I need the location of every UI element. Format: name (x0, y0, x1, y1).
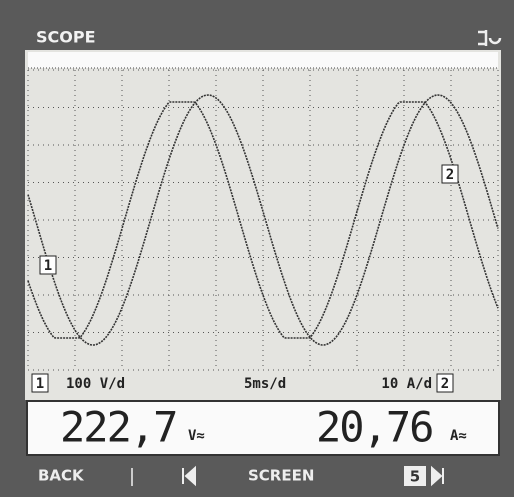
menu-back[interactable]: BACK (38, 467, 85, 485)
marker-2: 2 (446, 167, 454, 183)
ch1-box (31, 373, 49, 393)
reading-ch2-value: 20,76 (316, 403, 432, 452)
marker-1-box (39, 255, 57, 275)
top-strip (28, 52, 498, 68)
plug-icon (478, 30, 502, 46)
menu-next-icon[interactable] (431, 465, 444, 487)
waveform-current (27, 94, 499, 346)
menu-page-box (404, 466, 426, 486)
menu-page[interactable]: 5 (410, 468, 420, 486)
reading-ch1-value: 222,7 (60, 403, 176, 452)
marker-1: 1 (44, 258, 52, 274)
reading-ch2-unit: A≈ (450, 428, 467, 444)
marker-2-box (441, 164, 459, 184)
status-ch1: 1 (36, 376, 44, 392)
menu-screen[interactable]: SCREEN (248, 467, 314, 485)
reading-ch1-unit: V≈ (188, 428, 205, 444)
status-ch2-scale: 10 A/d (381, 376, 432, 392)
header-title: SCOPE (36, 28, 96, 47)
waveform-voltage (27, 101, 499, 339)
status-timebase: 5ms/d (244, 376, 286, 392)
readings-box (26, 400, 500, 456)
menu-prev-icon[interactable] (182, 465, 196, 487)
grid (27, 69, 499, 371)
status-ch1-scale: 100 V/d (66, 376, 125, 392)
ch2-box (436, 373, 454, 393)
status-ch2: 2 (441, 376, 449, 392)
